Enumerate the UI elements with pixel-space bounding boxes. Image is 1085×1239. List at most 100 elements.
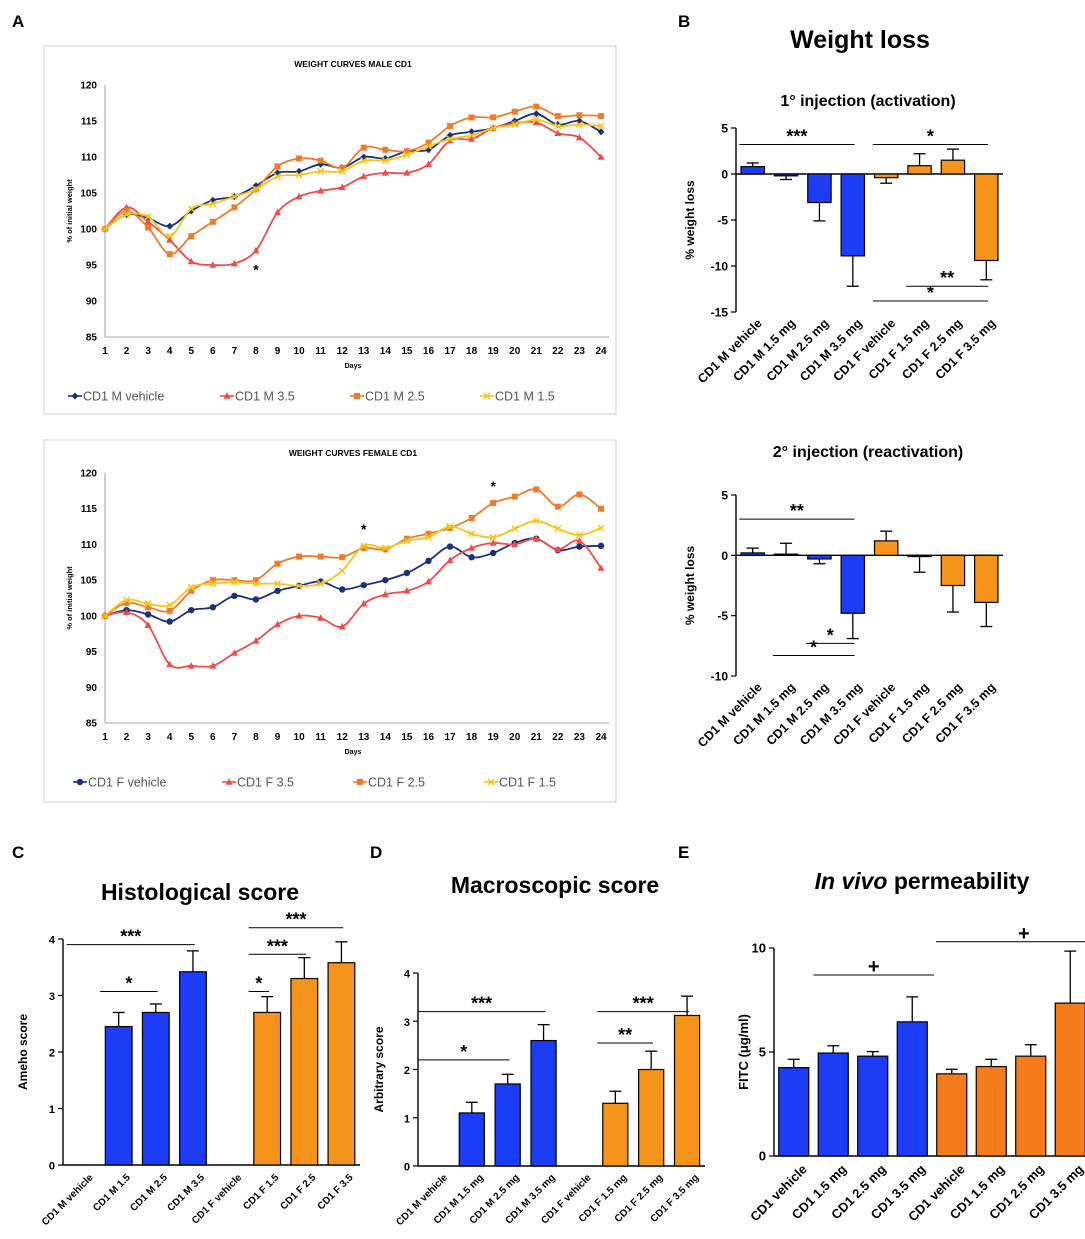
a_top-data-point	[123, 208, 130, 214]
e-bar	[936, 1073, 968, 1157]
c-significance-mark: *	[255, 974, 262, 994]
a_top-xtick-label: 23	[574, 346, 586, 357]
a_bottom-ylabel: % of initial weight	[65, 566, 74, 630]
c-significance-mark: ***	[285, 910, 306, 930]
a_top-legend-label: CD1 M 2.5	[365, 390, 425, 404]
b_bottom-bar	[873, 540, 899, 556]
a_bottom-data-point	[382, 546, 389, 553]
a_top-data-point	[166, 236, 174, 243]
d-ylabel: Arbitrary score	[372, 1026, 386, 1112]
a_top-data-point	[360, 157, 368, 165]
a_top-data-point	[403, 148, 410, 155]
a_bottom-annotation: *	[490, 478, 496, 494]
d-significance-mark: **	[618, 1025, 632, 1045]
a_bottom-data-point	[360, 599, 368, 607]
a_bottom-data-point	[446, 523, 454, 531]
b_top-chart: 1° injection (activation) 5 0 -5 -10 -15 % wei…	[683, 93, 1003, 386]
a_bottom-data-point	[403, 569, 411, 577]
b_top-category-label: CD1 F 3.5 mg	[933, 316, 999, 382]
a_bottom-xtick-label: 15	[401, 732, 413, 743]
a_bottom-data-point	[230, 578, 238, 586]
a_top-data-point	[597, 122, 605, 130]
b_top-significance-mark: *	[927, 283, 934, 303]
a_bottom-xtick-label: 16	[423, 732, 435, 743]
a_bottom-legend-marker	[76, 778, 84, 786]
a_bottom-data-point	[425, 557, 432, 565]
a_bottom-data-point	[576, 543, 583, 550]
b_bottom-chart: 2° injection (reactivation) 5 0 -5 -10 % weig…	[683, 444, 1003, 750]
a_top-xtick-label: 22	[552, 346, 564, 357]
b_top-bar	[873, 173, 899, 179]
a_bottom-data-point	[598, 505, 604, 512]
a_bottom-data-point	[209, 604, 217, 611]
a_bottom-data-point	[468, 530, 476, 538]
panel-label-a: A	[12, 12, 24, 31]
a_bottom-xtick-label: 3	[145, 732, 151, 743]
panel-label-d: D	[370, 843, 382, 862]
a_top-data-point	[424, 160, 432, 167]
e-bar	[896, 1021, 928, 1157]
a_top-data-point	[554, 121, 562, 129]
a_top-data-point	[424, 142, 433, 150]
a_bottom-data-point	[532, 517, 540, 525]
a_top-data-point	[360, 144, 367, 151]
a_bottom-data-point	[425, 530, 432, 537]
a_bottom-ytick-label: 120	[80, 469, 97, 480]
b_bottom-ytick-label: -5	[717, 609, 728, 623]
a_top-legend-marker	[354, 393, 360, 399]
a_top-ytick-label: 90	[86, 297, 98, 308]
a_bottom-xtick-label: 2	[124, 732, 130, 743]
e-title-rest: permeability	[894, 868, 1030, 894]
a_bottom-data-point	[101, 612, 109, 620]
a_bottom-data-point	[252, 596, 260, 603]
b_top-ytick-label: 0	[721, 168, 728, 182]
a_bottom-data-point	[424, 533, 433, 541]
a_bottom-data-point	[468, 554, 475, 561]
d-significance-mark: ***	[633, 994, 654, 1014]
a_bottom-xtick-label: 4	[167, 732, 173, 743]
a_top-data-point	[274, 163, 281, 170]
b_bottom-ytick-label: -10	[711, 670, 729, 684]
a_bottom-data-point	[274, 587, 281, 595]
weight-loss-title: Weight loss	[790, 26, 930, 54]
a_top-xtick-label: 3	[145, 346, 151, 357]
e-bar	[817, 1052, 849, 1157]
a_top-xtick-label: 4	[167, 346, 173, 357]
a_bottom-data-point	[489, 539, 497, 546]
a_top-data-point	[145, 224, 152, 231]
a_bottom-data-point	[252, 580, 260, 588]
a_top-xtick-label: 1	[102, 346, 108, 357]
a_bottom-data-point	[273, 580, 282, 588]
e-bar	[1054, 1002, 1085, 1157]
a_bottom-xtick-label: 13	[358, 732, 370, 743]
a_bottom-data-point	[144, 611, 152, 618]
a_bottom-data-point	[209, 577, 216, 584]
a_bottom-data-point	[339, 586, 346, 593]
a_bottom-xtick-label: 24	[595, 732, 607, 743]
d-ytick-label: 2	[404, 1065, 410, 1077]
a_top-xlabel: Days	[345, 363, 362, 370]
b_top-significance-mark: *	[927, 127, 934, 147]
c-bar	[327, 962, 356, 1166]
a_top-data-point	[554, 112, 561, 119]
a_top-data-point	[511, 108, 518, 115]
b_bottom-category-label: CD1 F 3.5 mg	[933, 680, 999, 746]
a_bottom-data-point	[446, 543, 454, 550]
a_bottom-data-point	[532, 534, 540, 542]
a_top-data-point	[381, 157, 389, 165]
c-ytick-label: 2	[49, 1048, 55, 1060]
a_top-data-point	[187, 205, 195, 213]
a_bottom-data-point	[317, 580, 325, 588]
a_bottom-ytick-label: 115	[81, 504, 98, 515]
a_top-data-point	[188, 233, 195, 240]
a_top-legend-label: CD1 M 3.5	[235, 390, 295, 404]
a_top-data-point	[381, 169, 389, 176]
a_bottom-data-point	[597, 564, 605, 571]
a_bottom-data-point	[317, 553, 324, 560]
e-title: In vivo permeability	[815, 868, 1030, 894]
a_top-data-point	[425, 139, 432, 146]
a_top-data-point	[446, 135, 454, 143]
a_bottom-data-point	[381, 590, 389, 598]
a_bottom-ytick-label: 85	[86, 719, 98, 730]
a_top-ytick-label: 100	[80, 225, 97, 236]
